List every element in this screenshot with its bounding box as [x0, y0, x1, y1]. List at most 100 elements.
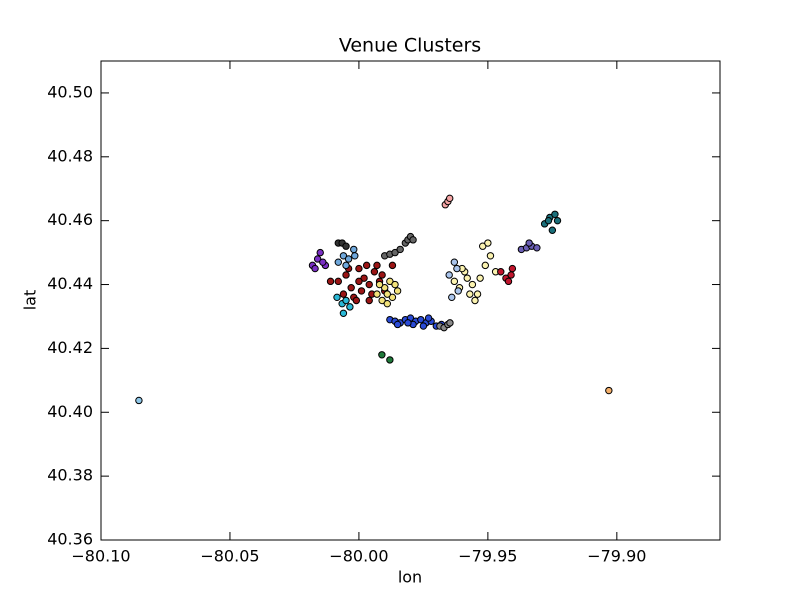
point	[311, 264, 319, 273]
point	[553, 216, 562, 225]
point	[507, 271, 515, 279]
point	[450, 277, 459, 286]
point	[450, 258, 459, 266]
point	[481, 261, 489, 270]
y-tick-label: 40.50	[47, 82, 93, 101]
point	[424, 314, 433, 322]
point	[373, 290, 381, 298]
point	[378, 271, 386, 279]
point	[525, 239, 533, 247]
point	[350, 245, 358, 254]
point	[393, 320, 402, 329]
x-tick-label: −80.10	[71, 547, 130, 566]
x-tick-label: −79.95	[458, 547, 517, 566]
point	[342, 261, 350, 270]
plot-frame	[100, 60, 721, 541]
point	[370, 268, 379, 276]
y-tick-label: 40.36	[47, 530, 93, 549]
point	[360, 274, 368, 282]
point	[533, 244, 541, 252]
point	[339, 252, 348, 260]
point	[373, 261, 381, 270]
point	[476, 274, 484, 282]
point	[504, 277, 513, 286]
point	[352, 296, 361, 305]
point	[463, 274, 471, 282]
point	[419, 322, 428, 330]
point	[342, 242, 350, 250]
point	[393, 287, 402, 295]
point	[135, 396, 143, 405]
point	[378, 351, 386, 359]
y-tick-label: 40.42	[47, 338, 93, 357]
y-tick-label: 40.46	[47, 210, 93, 229]
point	[342, 271, 350, 279]
y-tick-label: 40.48	[47, 146, 93, 165]
point	[316, 248, 324, 257]
point	[548, 226, 557, 234]
point	[479, 242, 487, 250]
point	[391, 280, 399, 289]
point	[386, 356, 394, 364]
point	[347, 284, 355, 292]
point	[319, 258, 327, 266]
point	[605, 386, 613, 395]
point	[334, 258, 342, 266]
point	[313, 255, 322, 263]
point	[473, 290, 482, 298]
point	[386, 277, 394, 286]
point	[334, 277, 342, 286]
point	[417, 315, 425, 324]
point	[486, 252, 495, 260]
x-tick-label: −80.00	[329, 547, 388, 566]
x-axis-label: lon	[398, 568, 422, 587]
point	[357, 287, 366, 295]
point	[344, 255, 353, 263]
point	[448, 293, 456, 302]
point	[351, 252, 359, 260]
point	[362, 261, 371, 270]
point	[326, 277, 335, 286]
point	[445, 271, 453, 279]
point	[404, 319, 412, 327]
point	[471, 296, 479, 305]
point	[396, 245, 404, 254]
point	[391, 248, 399, 257]
point	[484, 239, 492, 247]
point	[388, 293, 397, 302]
point	[381, 284, 389, 292]
chart-title: Venue Clusters	[339, 35, 481, 57]
point	[466, 290, 474, 298]
point	[508, 264, 517, 273]
y-tick-label: 40.44	[47, 274, 93, 293]
x-tick-label: −80.05	[200, 547, 259, 566]
point	[333, 293, 341, 302]
point	[342, 296, 350, 305]
point	[409, 236, 417, 244]
point	[355, 277, 363, 286]
point	[346, 303, 354, 311]
point	[544, 216, 553, 225]
point	[355, 264, 363, 273]
point	[446, 319, 454, 327]
y-tick-label: 40.40	[47, 402, 93, 421]
point	[388, 261, 397, 270]
x-tick-label: −79.90	[587, 547, 646, 566]
point	[453, 264, 461, 273]
point	[446, 194, 454, 203]
point	[468, 280, 477, 289]
point	[375, 280, 384, 289]
point	[365, 296, 373, 305]
y-axis-label: lat	[21, 290, 40, 311]
point	[365, 280, 373, 289]
point	[383, 299, 391, 308]
point	[551, 210, 559, 218]
point	[454, 287, 462, 295]
point	[339, 309, 348, 317]
point	[383, 290, 391, 298]
y-tick-label: 40.38	[47, 466, 93, 485]
point	[497, 268, 505, 276]
